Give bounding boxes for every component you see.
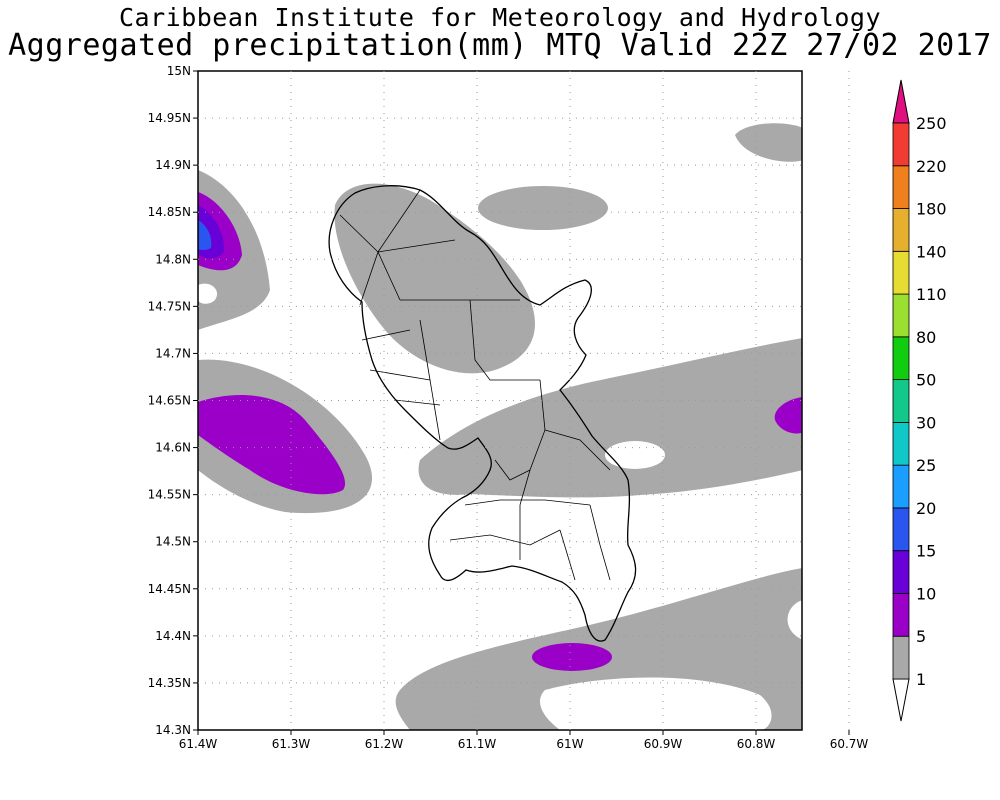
legend-swatch	[892, 379, 910, 423]
legend-level-label: 80	[916, 328, 936, 347]
lat-label: 14.8N	[155, 252, 191, 266]
longitude-labels: 61.4W 61.3W 61.2W 61.1W 61W 60.9W 60.8W 60.7W	[179, 737, 869, 751]
precip-gap	[787, 600, 802, 640]
precip-gap	[540, 677, 772, 730]
precip-area-moderate	[774, 397, 802, 434]
legend-swatch	[892, 550, 910, 594]
lat-label: 14.85N	[148, 205, 191, 219]
legend-swatch	[892, 293, 910, 338]
boundary-line	[377, 189, 421, 253]
precip-area-light	[418, 338, 802, 498]
boundary-line	[377, 251, 401, 301]
boundary-line	[589, 504, 611, 581]
lat-label: 14.4N	[155, 629, 191, 643]
lat-label: 14.65N	[148, 394, 191, 408]
precip-fields	[198, 123, 802, 730]
boundary-line	[339, 214, 379, 253]
lat-label: 14.45N	[148, 582, 191, 596]
legend-level-label: 110	[916, 285, 947, 304]
coastline	[328, 185, 637, 642]
precip-area-moderate	[532, 643, 612, 671]
legend-level-label: 30	[916, 413, 936, 432]
lat-label: 14.7N	[155, 346, 191, 360]
legend-level-label: 15	[916, 542, 936, 561]
lon-label: 61.2W	[365, 737, 404, 751]
legend-arrow-bottom	[892, 678, 910, 722]
lon-label: 61W	[556, 737, 583, 751]
latitude-labels: 15N 14.95N 14.9N 14.85N 14.8N 14.75N 14.7N 14.6…	[148, 64, 191, 737]
legend-level-label: 250	[916, 114, 947, 133]
boundary-line	[494, 459, 531, 481]
precip-area-moderate	[198, 395, 346, 495]
boundary-line	[544, 429, 611, 471]
lat-label: 14.95N	[148, 111, 191, 125]
legend-swatch	[892, 593, 910, 637]
lon-label: 60.7W	[830, 737, 869, 751]
tick-marks	[193, 70, 850, 735]
legend-swatch	[892, 421, 910, 466]
legend-swatch	[892, 635, 910, 680]
legend-level-label: 1	[916, 670, 926, 689]
lat-label: 14.9N	[155, 158, 191, 172]
lon-label: 61.3W	[272, 737, 311, 751]
lon-label: 60.8W	[737, 737, 776, 751]
lat-label: 14.3N	[155, 723, 191, 737]
map-title: Aggregated precipitation(mm) MTQ Valid 2…	[8, 28, 992, 63]
lon-label: 61.4W	[179, 737, 218, 751]
boundary-line	[464, 499, 591, 506]
lat-label: 14.5N	[155, 535, 191, 549]
boundary-line	[359, 251, 379, 306]
grid-lines	[198, 71, 850, 730]
boundary-line	[394, 399, 441, 406]
lat-label: 14.55N	[148, 488, 191, 502]
legend-level-label: 180	[916, 200, 947, 219]
precip-gap	[198, 283, 218, 304]
legend-level-label: 220	[916, 157, 947, 176]
precip-area-light	[735, 123, 802, 162]
legend-swatch	[892, 122, 910, 167]
boundary-line	[519, 379, 546, 506]
precip-gap	[605, 441, 665, 469]
boundary-line	[361, 329, 411, 341]
island-outline	[328, 185, 637, 642]
legend-swatch	[892, 208, 910, 252]
boundary-line	[377, 239, 456, 253]
precip-area-light	[478, 186, 608, 230]
legend-level-label: 25	[916, 456, 936, 475]
legend-level-label: 10	[916, 584, 936, 603]
legend-level-label: 20	[916, 499, 936, 518]
legend-swatch	[892, 250, 910, 295]
lon-label: 61.1W	[458, 737, 497, 751]
lat-label: 14.6N	[155, 441, 191, 455]
lat-label: 15N	[167, 64, 191, 78]
precip-area-heavy	[198, 220, 212, 250]
legend-level-label: 140	[916, 242, 947, 261]
lat-label: 14.75N	[148, 299, 191, 313]
internal-boundaries	[339, 189, 611, 581]
legend-swatch	[892, 464, 910, 509]
boundary-line	[559, 529, 576, 581]
lon-label: 60.9W	[644, 737, 683, 751]
legend-swatch	[892, 507, 910, 552]
legend-level-label: 50	[916, 371, 936, 390]
lat-label: 14.35N	[148, 676, 191, 690]
boundary-line	[369, 369, 431, 381]
legend-level-label: 5	[916, 627, 926, 646]
boundary-line	[449, 529, 561, 546]
institute-title: Caribbean Institute for Meteorology and …	[118, 3, 881, 32]
precip-area-light	[334, 183, 535, 374]
legend-arrow-top	[892, 79, 910, 124]
boundary-line	[469, 299, 540, 381]
legend-swatch	[892, 165, 910, 209]
legend-swatch	[892, 336, 910, 381]
